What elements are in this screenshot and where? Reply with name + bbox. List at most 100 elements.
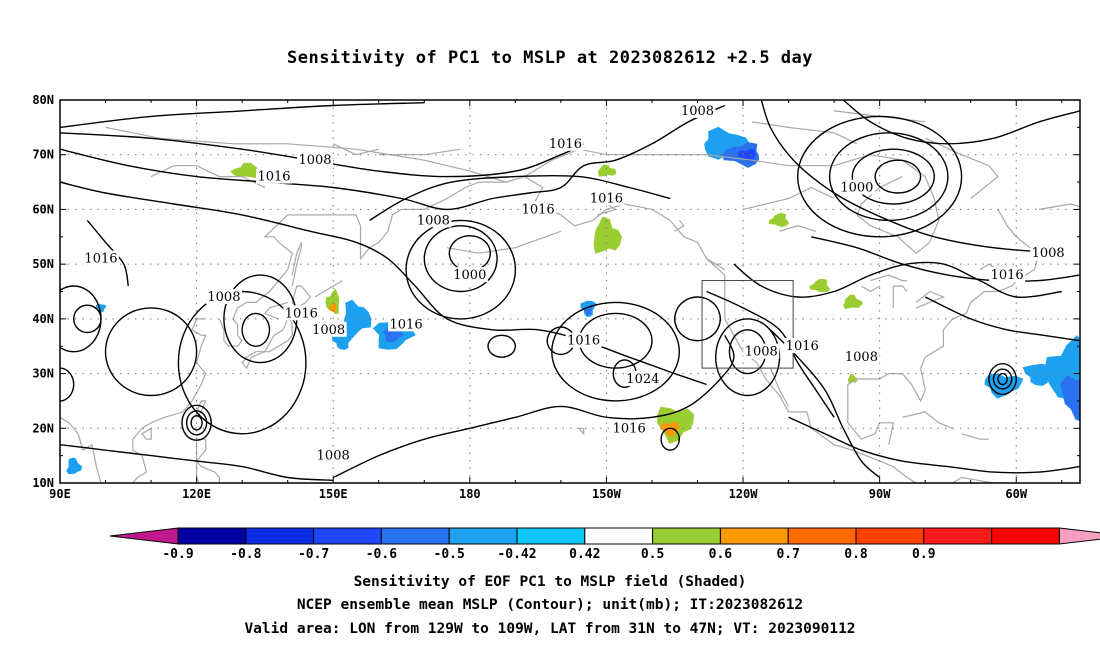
- coastline-segment: [60, 416, 84, 451]
- contour-label-bg: [611, 420, 648, 436]
- coastline-segment: [105, 126, 525, 183]
- colorbar-level-label: -0.7: [298, 547, 329, 562]
- contour-label: 1016: [786, 339, 819, 354]
- coastline-segment: [141, 427, 152, 440]
- colorbar-box: [245, 527, 315, 545]
- shading-patch: [748, 295, 765, 312]
- contour-label-bg: [256, 168, 293, 184]
- shading-patch: [694, 429, 708, 449]
- colorbar-box: [923, 527, 993, 545]
- isobar-line: [60, 132, 585, 178]
- contour-label: 1008: [312, 323, 345, 338]
- coastline-segment: [150, 165, 266, 189]
- colorbar-level-label: -0.9: [162, 547, 193, 562]
- contour-label: 1016: [991, 268, 1024, 283]
- latitude-label: 30N: [32, 367, 54, 381]
- chart-title: Sensitivity of PC1 to MSLP at 2023082612…: [286, 48, 813, 68]
- isobar-line: [760, 100, 1062, 254]
- coastline-segment: [314, 280, 343, 298]
- colorbar-level-label: 0.6: [709, 547, 733, 562]
- contour-label-bg: [415, 212, 452, 228]
- coastline-segment: [291, 242, 302, 287]
- contour-label: 1016: [390, 317, 423, 332]
- isobar-loop: [60, 285, 102, 353]
- contour-label: 1008: [317, 449, 350, 464]
- coastline-segment: [752, 121, 858, 145]
- isobar-line: [733, 261, 1062, 299]
- isobar-line: [769, 329, 881, 479]
- isobar-loop: [673, 296, 722, 342]
- contour-label-bg: [624, 371, 661, 387]
- contour-label-bg: [310, 321, 347, 337]
- axis-ticks: [59, 99, 1080, 484]
- contour-label: 1016: [285, 306, 318, 321]
- coastline-segment: [925, 476, 1017, 483]
- coastlines: [60, 110, 1080, 483]
- shading-patch: [168, 465, 178, 479]
- contour-label: 1008: [745, 345, 778, 360]
- longitude-label: 150W: [592, 487, 622, 501]
- colorbar-under-triangle: [109, 527, 179, 545]
- colorbar-over-triangle: [1058, 527, 1100, 545]
- latitude-label: 50N: [32, 257, 54, 271]
- isobar-line: [924, 296, 1080, 342]
- sensitivity-shading: [66, 100, 1080, 479]
- contour-label: 1016: [567, 334, 600, 349]
- isobar-loop: [72, 304, 102, 334]
- isobar-loop: [487, 334, 517, 358]
- coastline-segment: [263, 301, 288, 320]
- contour-label-bg: [743, 343, 780, 359]
- shading-patch: [1079, 397, 1080, 400]
- isobar-loop: [181, 404, 212, 442]
- shading-patch: [584, 306, 593, 316]
- shading-patch: [272, 100, 342, 125]
- colorbar-level-label: 0.5: [641, 547, 664, 562]
- latitude-label: 40N: [32, 312, 54, 326]
- contour-label: 1000: [840, 181, 873, 196]
- shading-patch: [839, 452, 849, 471]
- contour-label-bg: [989, 267, 1026, 283]
- colorbar-box: [380, 527, 450, 545]
- shading-patch: [382, 329, 404, 343]
- coastline-segment: [924, 137, 999, 199]
- coastline-segment: [446, 230, 562, 254]
- isobar-loop: [241, 312, 271, 347]
- contour-label-bg: [205, 288, 242, 304]
- isobar-loop: [190, 414, 203, 431]
- coastline-segment: [577, 427, 585, 436]
- colorbar-level-label: -0.8: [230, 547, 261, 562]
- latitude-label: 20N: [32, 421, 54, 435]
- latitude-label: 70N: [32, 148, 54, 162]
- contour-label: 1008: [845, 350, 878, 365]
- colorbar-box: [177, 527, 247, 545]
- coastline-segment: [902, 411, 953, 429]
- shading-patch: [522, 378, 544, 390]
- contour-label: 1016: [84, 252, 117, 267]
- shading-patch: [598, 164, 617, 177]
- shading-patch: [267, 119, 305, 144]
- longitude-label: 120W: [729, 487, 759, 501]
- isobar-loop: [828, 132, 949, 222]
- longitude-label: 180: [459, 487, 481, 501]
- colorbar-labels: -0.9 -0.8 -0.7 -0.6 -0.5 -0.42 0.42 0.5 0.6 0.7 0.…: [162, 547, 935, 562]
- isobar-loop: [177, 290, 307, 435]
- contour-label: 1024: [626, 372, 659, 387]
- shading-patch: [593, 216, 622, 254]
- coastline-segment: [674, 220, 685, 232]
- longitude-labels: 90E 120E 150E 180 150W 120W 90W 60W: [49, 487, 1028, 501]
- mslp-contours: [60, 100, 1080, 481]
- colorbar-box: [787, 527, 857, 545]
- colorbar-level-label: -0.5: [434, 547, 465, 562]
- longitude-label: 90E: [49, 487, 71, 501]
- isobar-line: [60, 444, 334, 481]
- contour-label: 1016: [522, 202, 555, 217]
- coastline-segment: [861, 285, 880, 293]
- isobar-loop: [405, 219, 517, 320]
- shading-patch: [331, 333, 353, 350]
- isobar-line: [60, 102, 425, 129]
- shading-patch: [737, 149, 756, 162]
- isobar-line: [332, 334, 735, 479]
- contour-label-bg: [82, 250, 119, 266]
- coastline-segment: [870, 274, 907, 282]
